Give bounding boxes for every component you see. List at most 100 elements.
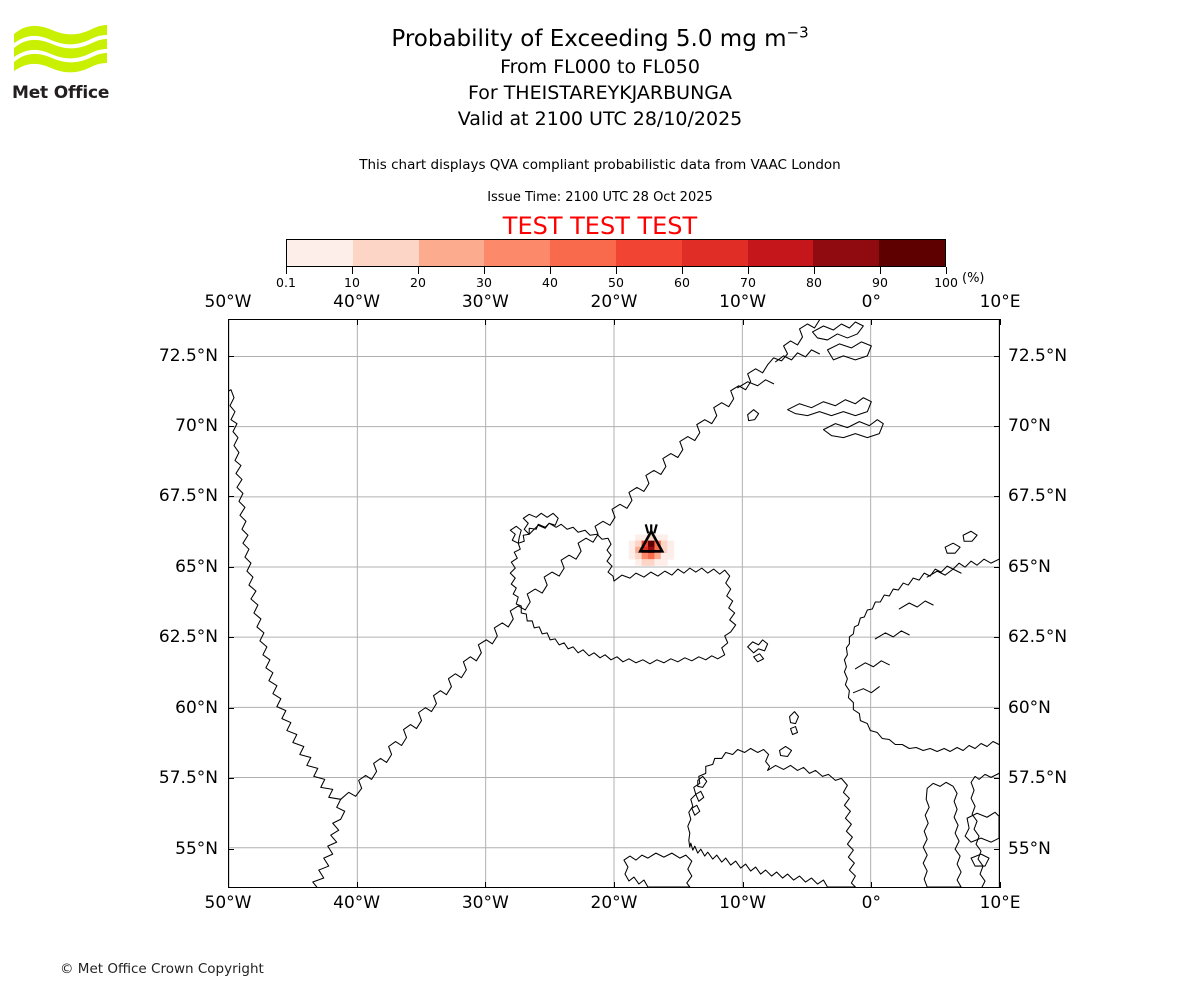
greenland-fjord-1 bbox=[775, 349, 820, 363]
denmark-zealand bbox=[964, 811, 999, 843]
ash-cell bbox=[635, 534, 643, 542]
lat-tick-left bbox=[228, 848, 234, 850]
lon-tick-top bbox=[485, 319, 487, 325]
lat-label-left-65°N: 65°N bbox=[175, 556, 218, 577]
shetland-south bbox=[790, 726, 799, 736]
lon-label-top-20°W: 20°W bbox=[590, 292, 638, 312]
colorbar-tick bbox=[814, 267, 815, 274]
met-office-logo-text: Met Office bbox=[12, 83, 110, 103]
lat-tick-right bbox=[994, 355, 1000, 357]
valid-time-subtitle: Valid at 2100 UTC 28/10/2025 bbox=[457, 108, 743, 130]
colorbar-tick bbox=[946, 267, 947, 274]
lat-tick-right bbox=[994, 848, 1000, 850]
lat-label-right-67.5°N: 67.5°N bbox=[1008, 486, 1068, 507]
colorbar-tick-label-10: 10 bbox=[344, 275, 360, 290]
chart-title-block: Probability of Exceeding 5.0 mg m−3 From… bbox=[0, 24, 1200, 132]
ash-cell bbox=[635, 552, 643, 560]
denmark-island bbox=[970, 853, 990, 867]
lon-label-top-10°W: 10°W bbox=[719, 292, 767, 312]
ash-cell bbox=[667, 546, 675, 554]
outer-hebrides-south bbox=[691, 804, 701, 816]
lat-tick-right bbox=[994, 566, 1000, 568]
norway-fjord-3 bbox=[874, 630, 910, 640]
ash-cell bbox=[635, 546, 643, 554]
lat-label-left-57.5°N: 57.5°N bbox=[158, 768, 218, 789]
volcano-plume-spike-icon bbox=[644, 524, 650, 534]
ash-cell bbox=[635, 559, 643, 566]
map-plot-area[interactable] bbox=[228, 319, 1000, 888]
title-exponent: −3 bbox=[786, 23, 809, 42]
lon-label-bottom-0°: 0° bbox=[861, 893, 881, 913]
jan-mayen-island bbox=[747, 409, 760, 422]
greenland-coast-south bbox=[229, 389, 342, 800]
colorbar-tick-label-70: 70 bbox=[740, 275, 756, 290]
lat-label-left-62.5°N: 62.5°N bbox=[158, 627, 218, 648]
norway-west-coast bbox=[843, 558, 999, 753]
lat-label-right-60°N: 60°N bbox=[1008, 697, 1051, 718]
lat-tick-left bbox=[228, 355, 234, 357]
lat-tick-left bbox=[228, 707, 234, 709]
norway-fjord-1 bbox=[926, 568, 962, 578]
colorbar-tick bbox=[616, 267, 617, 274]
greenland-north-island-2 bbox=[826, 341, 872, 361]
colorbar-tick-label-50: 50 bbox=[608, 275, 624, 290]
test-banner: TEST TEST TEST bbox=[502, 212, 698, 240]
lon-label-bottom-30°W: 30°W bbox=[461, 893, 509, 913]
lon-tick-bottom bbox=[742, 882, 744, 888]
ash-cell bbox=[648, 552, 655, 560]
colorbar-tick-label-30: 30 bbox=[476, 275, 492, 290]
lat-label-right-72.5°N: 72.5°N bbox=[1008, 345, 1068, 366]
ash-cell bbox=[641, 534, 649, 542]
ash-cell bbox=[641, 559, 649, 566]
ash-cell bbox=[648, 540, 655, 548]
faroe-islands bbox=[747, 639, 769, 654]
ash-cell bbox=[628, 546, 636, 554]
lat-label-right-55°N: 55°N bbox=[1008, 838, 1051, 859]
ash-cell bbox=[654, 552, 662, 560]
ash-cell bbox=[648, 534, 655, 542]
norway-island-1 bbox=[944, 542, 961, 554]
title-text: Probability of Exceeding 5.0 mg m bbox=[391, 26, 787, 52]
lat-label-right-62.5°N: 62.5°N bbox=[1008, 627, 1068, 648]
map-gridlines bbox=[229, 320, 999, 887]
probability-colorbar: 0.1 10 20 30 40 50 60 70 80 90 100 bbox=[276, 239, 958, 290]
denmark-jutland bbox=[922, 781, 962, 887]
greenland-coast-southtip bbox=[312, 798, 346, 887]
lat-label-right-65°N: 65°N bbox=[1008, 556, 1051, 577]
ash-cell bbox=[660, 559, 668, 566]
ash-cell bbox=[667, 552, 675, 560]
wave-lines-logo-icon bbox=[14, 25, 107, 73]
page-title: Probability of Exceeding 5.0 mg m−3 bbox=[0, 24, 1200, 54]
map-canvas bbox=[229, 320, 999, 887]
lon-tick-bottom bbox=[485, 882, 487, 888]
lon-label-top-10°E: 10°E bbox=[979, 292, 1021, 312]
colorbar-tick bbox=[748, 267, 749, 274]
lat-tick-left bbox=[228, 426, 234, 428]
outer-hebrides-north bbox=[697, 775, 708, 788]
ash-cell bbox=[641, 552, 649, 560]
volcano-subtitle: For THEISTAREYKJARBUNGA bbox=[467, 82, 733, 104]
ash-cell bbox=[660, 534, 668, 542]
colorbar-tick-label-90: 90 bbox=[872, 275, 888, 290]
colorbar-tick-label-40: 40 bbox=[542, 275, 558, 290]
lon-tick-top bbox=[228, 319, 229, 325]
ash-cell bbox=[660, 546, 668, 554]
lon-label-bottom-40°W: 40°W bbox=[333, 893, 381, 913]
orkney-islands bbox=[779, 745, 793, 757]
lon-tick-bottom bbox=[356, 882, 358, 888]
colorbar-tick bbox=[484, 267, 485, 274]
lon-label-top-40°W: 40°W bbox=[333, 292, 381, 312]
volcano-plume-spike-icon bbox=[653, 524, 658, 534]
lat-label-left-55°N: 55°N bbox=[175, 838, 218, 859]
colorbar-tick bbox=[418, 267, 419, 274]
iceland-coastline bbox=[509, 522, 737, 665]
ash-cell bbox=[628, 552, 636, 560]
lon-tick-bottom bbox=[228, 882, 229, 888]
lon-tick-bottom bbox=[614, 882, 615, 888]
issue-time-text: Issue Time: 2100 UTC 28 Oct 2025 bbox=[487, 190, 713, 205]
norway-fjord-5 bbox=[852, 686, 880, 694]
great-britain-scotland bbox=[687, 747, 856, 887]
colorbar-tick-label-20: 20 bbox=[410, 275, 426, 290]
ash-cell bbox=[654, 559, 662, 566]
lat-tick-left bbox=[228, 496, 234, 498]
